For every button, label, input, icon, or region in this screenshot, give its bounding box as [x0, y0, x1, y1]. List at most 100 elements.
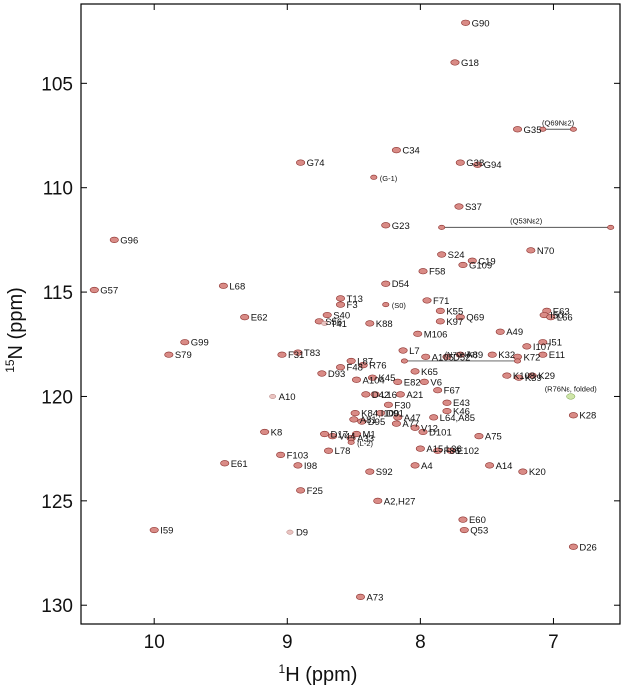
- peak: [393, 378, 403, 385]
- peak-label: D54: [392, 279, 409, 290]
- peak: [410, 462, 420, 469]
- peak: [400, 358, 408, 364]
- peak-label: D91: [386, 409, 403, 420]
- peak-label: C19: [478, 256, 495, 267]
- peak-label: E61: [231, 459, 248, 470]
- peak: [336, 301, 346, 308]
- peak: [418, 428, 428, 436]
- peak: [485, 462, 495, 469]
- peak-label: F48: [347, 363, 363, 374]
- peak: [518, 468, 528, 475]
- peak-label: K65: [421, 367, 438, 378]
- peak-label: G96: [120, 235, 138, 246]
- peak-label: A77: [402, 419, 419, 430]
- peak: [546, 314, 556, 321]
- peak-label: F67: [444, 386, 460, 397]
- peak: [391, 147, 401, 154]
- peak-label: L87: [357, 356, 373, 367]
- peak: [382, 302, 390, 308]
- peak: [527, 372, 537, 379]
- peak-label: K46: [453, 407, 470, 418]
- x-tick-label: 9: [282, 632, 293, 653]
- peak-label: S56: [325, 317, 342, 328]
- peak: [351, 430, 361, 438]
- peak-label: G94: [484, 160, 502, 171]
- peak: [435, 307, 445, 314]
- peak-label: L16: [381, 390, 397, 401]
- peak-label: G18: [461, 58, 479, 69]
- peak-label: G23: [392, 221, 410, 232]
- peak-label: T13: [347, 294, 363, 305]
- peak: [539, 126, 547, 132]
- peak-label: G35: [524, 125, 542, 136]
- peak: [347, 439, 355, 445]
- peak-label: G109: [469, 260, 492, 271]
- peak: [446, 447, 456, 454]
- peak-label: L66: [557, 313, 573, 324]
- peak-label: S40: [333, 311, 350, 322]
- peak-label: (Q69Nε2): [542, 118, 575, 127]
- peak-label: Q69: [466, 313, 484, 324]
- peak: [391, 420, 401, 427]
- peak-label: K84,I100: [361, 409, 399, 420]
- peak-label: E63: [553, 306, 570, 317]
- peak: [350, 410, 360, 417]
- peak: [442, 407, 452, 415]
- peak: [495, 328, 505, 335]
- peak: [429, 414, 439, 421]
- peak-label: S24: [448, 250, 465, 261]
- peak-label: A89: [466, 350, 483, 361]
- peak: [336, 364, 346, 371]
- peak-label: T41: [331, 319, 347, 330]
- peak: [381, 280, 391, 287]
- peak: [487, 351, 497, 358]
- y-tick-label: 115: [43, 283, 73, 304]
- peak-label: L78: [335, 446, 351, 457]
- peak: [467, 257, 477, 264]
- peak: [474, 433, 484, 440]
- peak: [240, 314, 250, 321]
- peak-label: G90: [472, 18, 490, 29]
- peak-pair: [514, 358, 522, 364]
- peak: [435, 318, 445, 325]
- peak: [375, 410, 385, 417]
- x-tick-label: 10: [144, 632, 165, 653]
- peak: [373, 497, 383, 504]
- peak-label: E82: [404, 377, 421, 388]
- peak: [514, 374, 524, 381]
- peak-label: F30: [394, 400, 410, 411]
- peak-label: K108: [513, 371, 535, 382]
- y-tick-label: 105: [41, 74, 73, 95]
- peak: [260, 428, 270, 436]
- peak-label: E11: [549, 350, 565, 361]
- peak: [370, 174, 378, 180]
- peak-label: A4: [421, 461, 433, 472]
- peak-label: G99: [191, 338, 209, 349]
- peak-label: A10: [279, 392, 296, 403]
- peak: [383, 401, 393, 408]
- peak: [293, 349, 303, 356]
- peak: [89, 286, 99, 294]
- peak: [365, 468, 375, 475]
- peak: [393, 414, 403, 421]
- peak-label: G57: [100, 285, 118, 296]
- y-axis-title: 15N (ppm): [3, 287, 27, 373]
- peak: [410, 424, 420, 431]
- peak: [324, 447, 334, 454]
- peak: [395, 391, 405, 398]
- peak-label: K20: [529, 467, 546, 478]
- peak: [317, 370, 327, 377]
- peak-group: [89, 19, 615, 600]
- peak: [328, 433, 338, 440]
- peak: [433, 447, 443, 454]
- peak-label: D17: [331, 430, 348, 441]
- peak-label: S92: [376, 467, 393, 478]
- peak-label: I107: [533, 342, 552, 353]
- peak-label: A75: [485, 432, 502, 443]
- peak: [459, 526, 469, 534]
- peak: [367, 374, 377, 381]
- peak: [370, 391, 380, 398]
- peak-label: F25: [307, 486, 323, 497]
- peak-label: C34: [402, 146, 419, 157]
